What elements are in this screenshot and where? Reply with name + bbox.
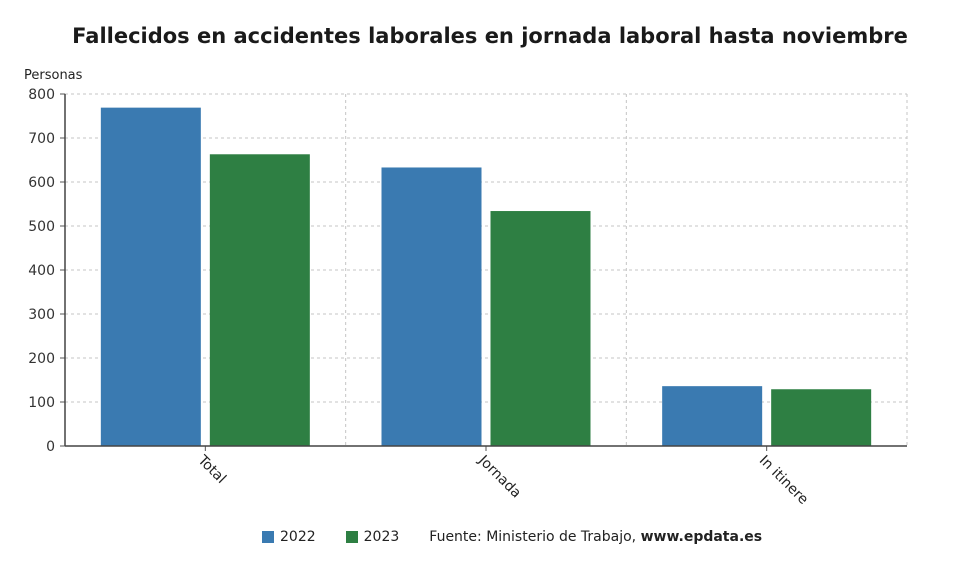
bar-2022-total <box>100 107 201 446</box>
y-tick-label-500: 500 <box>28 219 55 235</box>
source-link[interactable]: www.epdata.es <box>640 529 763 545</box>
legend-swatch-2022 <box>262 531 274 543</box>
x-tick-label-total: Total <box>194 452 229 487</box>
bar-2022-jornada <box>381 167 482 447</box>
legend-item-2022: 2022 <box>262 529 316 545</box>
bar-2023-total <box>209 154 310 446</box>
legend-swatch-2023 <box>345 531 358 543</box>
bar-2023-in-itinere <box>771 389 872 446</box>
y-tick-label-100: 100 <box>28 395 55 411</box>
x-tick-label-in-itinere: In itinere <box>756 453 811 508</box>
y-tick-label-300: 300 <box>28 307 55 323</box>
bar-2023-jornada <box>490 211 591 446</box>
chart-title: Fallecidos en accidentes laborales en jo… <box>72 24 908 48</box>
y-axis-label: Personas <box>24 68 83 83</box>
y-tick-label-400: 400 <box>28 263 55 279</box>
legend-item-2023: 2023 <box>345 529 400 545</box>
source-text: Fuente: Ministerio de Trabajo, www.epdat… <box>429 529 762 545</box>
legend-footer: 2022 2023 Fuente: Ministerio de Trabajo,… <box>262 529 762 545</box>
y-tick-label-700: 700 <box>28 131 55 147</box>
legend-label-2022: 2022 <box>280 529 316 545</box>
x-tick-label-jornada: Jornada <box>474 452 524 502</box>
bar-2022-in-itinere <box>662 386 763 446</box>
y-tick-label-800: 800 <box>28 87 55 103</box>
y-tick-label-200: 200 <box>28 351 55 367</box>
legend-label-2023: 2023 <box>363 529 400 545</box>
y-tick-label-0: 0 <box>46 439 55 455</box>
source-prefix: Fuente: Ministerio de Trabajo, <box>429 529 641 545</box>
y-tick-label-600: 600 <box>28 175 55 191</box>
